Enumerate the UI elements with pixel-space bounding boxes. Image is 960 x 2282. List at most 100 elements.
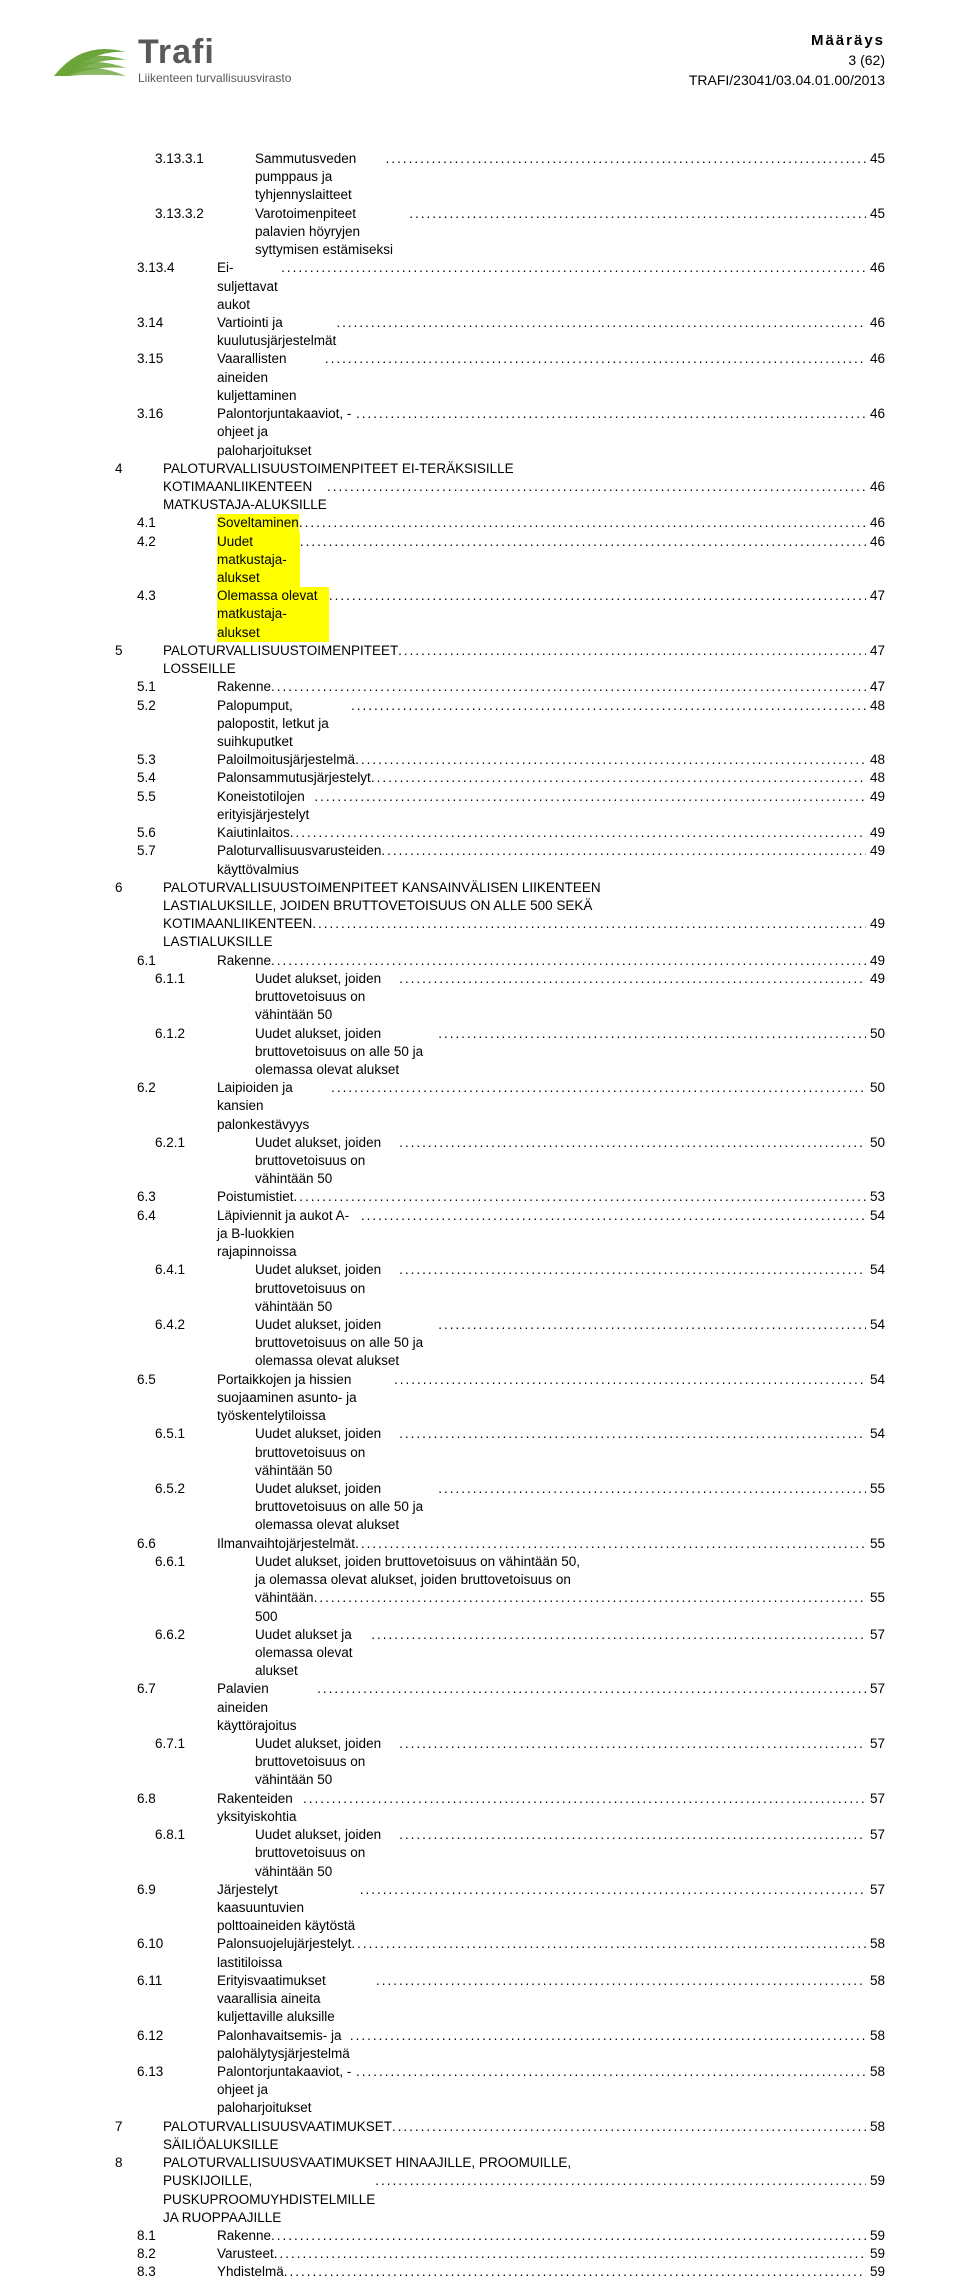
toc-title: Poistumistiet xyxy=(217,1188,294,1206)
toc-row: 8PALOTURVALLISUUSVAATIMUKSET HINAAJILLE,… xyxy=(115,2154,885,2172)
toc-row: 6.1.2Uudet alukset, joiden bruttovetoisu… xyxy=(115,1025,885,1080)
toc-leader xyxy=(392,2118,866,2136)
toc-number-spacer xyxy=(115,2172,163,2190)
toc-page-number: 50 xyxy=(866,1134,885,1152)
toc-number: 8.1 xyxy=(115,2227,217,2245)
toc-row: 7PALOTURVALLISUUSVAATIMUKSET SÄILIÖALUKS… xyxy=(115,2118,885,2154)
toc-row: 8.1Rakenne 59 xyxy=(115,2227,885,2245)
toc-leader xyxy=(371,769,866,787)
toc-leader xyxy=(350,2027,866,2045)
header-right: Määräys 3 (62) TRAFI/23041/03.04.01.00/2… xyxy=(689,30,885,90)
toc-page-number: 58 xyxy=(866,1935,885,1953)
toc-number: 6.5.2 xyxy=(115,1480,255,1498)
toc-leader xyxy=(386,150,866,168)
toc-page-number: 54 xyxy=(866,1261,885,1279)
toc-leader xyxy=(274,2245,866,2263)
toc-number: 4.2 xyxy=(115,533,217,551)
toc-page-number: 57 xyxy=(866,1735,885,1753)
toc-leader xyxy=(284,2263,866,2281)
toc-title-cont: ja olemassa olevat alukset, joiden brutt… xyxy=(255,1571,571,1589)
toc-page-number: 45 xyxy=(866,150,885,168)
toc-row: 8.2Varusteet59 xyxy=(115,2245,885,2263)
toc-leader xyxy=(317,1680,866,1698)
page-header: Trafi Liikenteen turvallisuusvirasto Mää… xyxy=(115,30,885,150)
toc-page-number: 46 xyxy=(866,533,885,551)
toc-page-number: 54 xyxy=(866,1316,885,1334)
toc-number: 6.4.1 xyxy=(115,1261,255,1279)
toc-number: 6.9 xyxy=(115,1881,217,1899)
toc-row: 6.1.1Uudet alukset, joiden bruttovetoisu… xyxy=(115,970,885,1025)
toc-number: 6.1.2 xyxy=(115,1025,255,1043)
toc-leader xyxy=(325,350,866,368)
toc-title: Uudet alukset, joiden bruttovetoisuus on… xyxy=(255,1735,399,1790)
toc-page-number: 46 xyxy=(866,314,885,332)
toc-row: 6.2.1Uudet alukset, joiden bruttovetoisu… xyxy=(115,1134,885,1189)
toc-number: 4 xyxy=(115,460,163,478)
toc-row: 4.2Uudet matkustaja-alukset46 xyxy=(115,533,885,588)
toc-row: 6.6Ilmanvaihtojärjestelmät55 xyxy=(115,1535,885,1553)
toc-title: Vartiointi ja kuulutusjärjestelmät xyxy=(217,314,336,350)
toc-title: Rakenne xyxy=(217,2227,271,2245)
toc-row: 3.13.3.1Sammutusveden pumppaus ja tyhjen… xyxy=(115,150,885,205)
toc-leader xyxy=(371,1626,866,1644)
toc-title: Yhdistelmä xyxy=(217,2263,284,2281)
toc-number: 6.6 xyxy=(115,1535,217,1553)
toc-page-number: 50 xyxy=(866,1025,885,1043)
toc-title: Ilmanvaihtojärjestelmät xyxy=(217,1535,355,1553)
toc-number: 5.6 xyxy=(115,824,217,842)
toc-page-number: 47 xyxy=(866,587,885,605)
toc-row: 5PALOTURVALLISUUSTOIMENPITEET LOSSEILLE4… xyxy=(115,642,885,678)
toc-leader xyxy=(355,1535,866,1553)
toc-page-number: 57 xyxy=(866,1790,885,1808)
toc-page-number: 59 xyxy=(866,2227,885,2245)
toc-page-number: 57 xyxy=(866,1826,885,1844)
toc-title: Erityisvaatimukset vaarallisia aineita k… xyxy=(217,1972,376,2027)
toc-row: 6.6.2Uudet alukset ja olemassa olevat al… xyxy=(115,1626,885,1681)
toc-number: 6.3 xyxy=(115,1188,217,1206)
toc-row: 6.7.1Uudet alukset, joiden bruttovetoisu… xyxy=(115,1735,885,1790)
toc-leader xyxy=(394,1371,866,1389)
toc-title: Palontorjuntakaaviot, -ohjeet ja palohar… xyxy=(217,405,356,460)
toc-number: 6.5 xyxy=(115,1371,217,1389)
toc-row: 6.4.2Uudet alukset, joiden bruttovetoisu… xyxy=(115,1316,885,1371)
toc-leader xyxy=(399,1425,866,1443)
toc-leader xyxy=(398,642,866,660)
toc-row: 6.11Erityisvaatimukset vaarallisia ainei… xyxy=(115,1972,885,2027)
trafi-swoosh-icon xyxy=(50,30,130,90)
toc-row: 6.2Laipioiden ja kansien palonkestävyys5… xyxy=(115,1079,885,1134)
toc-leader xyxy=(438,1480,866,1498)
toc-row: 6.5.2Uudet alukset, joiden bruttovetoisu… xyxy=(115,1480,885,1535)
toc-title: Olemassa olevat matkustaja-alukset xyxy=(217,587,329,642)
toc-title: Portaikkojen ja hissien suojaaminen asun… xyxy=(217,1371,394,1426)
toc-page-number: 55 xyxy=(866,1480,885,1498)
toc-leader xyxy=(329,587,866,605)
toc-row: 6.12Palonhavaitsemis- ja palohälytysjärj… xyxy=(115,2027,885,2063)
toc-leader xyxy=(312,915,866,933)
toc-title: Uudet alukset, joiden bruttovetoisuus on… xyxy=(255,1134,399,1189)
header-page-count: 3 (62) xyxy=(689,51,885,71)
toc-page-number: 57 xyxy=(866,1626,885,1644)
toc-number: 8.3 xyxy=(115,2263,217,2281)
toc-title: Sammutusveden pumppaus ja tyhjennyslaitt… xyxy=(255,150,386,205)
toc-title-cont: vähintään 500 xyxy=(255,1589,314,1625)
toc-page-number: 46 xyxy=(866,350,885,368)
toc-page-number: 57 xyxy=(866,1881,885,1899)
toc-page-number: 45 xyxy=(866,205,885,223)
toc-leader xyxy=(314,788,866,806)
toc-leader xyxy=(399,1735,866,1753)
toc-number: 4.1 xyxy=(115,514,217,532)
toc-page-number: 48 xyxy=(866,751,885,769)
toc-page-number: 49 xyxy=(866,788,885,806)
toc-row: 4PALOTURVALLISUUSTOIMENPITEET EI-TERÄKSI… xyxy=(115,460,885,478)
toc-number: 6.6.1 xyxy=(115,1553,255,1571)
toc-number-spacer xyxy=(115,1571,255,1589)
toc-number: 6.10 xyxy=(115,1935,217,1953)
logo-block: Trafi Liikenteen turvallisuusvirasto xyxy=(50,30,291,90)
toc-leader xyxy=(303,1790,866,1808)
toc-row: 5.7Paloturvallisuusvarusteiden käyttöval… xyxy=(115,842,885,878)
toc-number: 3.15 xyxy=(115,350,217,368)
toc-row-cont: KOTIMAANLIIKENTEEN MATKUSTAJA-ALUKSILLE4… xyxy=(115,478,885,514)
toc-title: Paloilmoitusjärjestelmä xyxy=(217,751,355,769)
toc-number: 6.8 xyxy=(115,1790,217,1808)
toc-leader xyxy=(361,1207,866,1225)
